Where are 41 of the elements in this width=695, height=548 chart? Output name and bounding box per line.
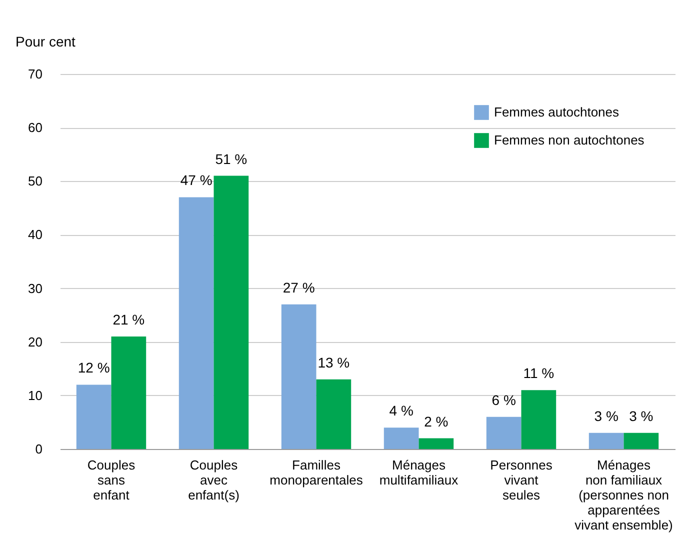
y-axis-title: Pour cent (16, 34, 76, 50)
y-tick-label: 30 (28, 280, 42, 296)
bar (76, 384, 112, 449)
bar (624, 432, 659, 449)
data-label: 51 % (215, 150, 248, 167)
y-tick-label: 20 (28, 334, 42, 350)
data-label: 11 % (523, 365, 554, 382)
x-tick-label: Familles monoparentales (270, 458, 364, 488)
bar (521, 390, 556, 449)
bar (316, 379, 352, 449)
x-tick-label: Ménages multifamiliaux (379, 458, 459, 488)
bar (178, 197, 214, 449)
y-tick-label: 60 (28, 120, 42, 136)
data-label: 2 % (424, 413, 448, 430)
bar (588, 432, 624, 449)
data-label: 27 % (282, 279, 315, 296)
x-tick-label: Couples avec enfant(s) (188, 458, 240, 502)
bar (486, 416, 522, 449)
bar (214, 176, 249, 449)
data-label: 4 % (389, 402, 414, 419)
x-tick-label: Personnes vivant seules (490, 458, 553, 502)
bar (418, 438, 454, 449)
x-tick-label: Couples sans enfant (87, 458, 136, 502)
bar (384, 428, 419, 449)
y-tick-label: 40 (28, 227, 42, 242)
bar (281, 304, 316, 449)
data-label: 21 % (112, 312, 145, 328)
y-tick-label: 0 (35, 442, 42, 456)
y-tick-label: 10 (28, 388, 42, 403)
x-tick-label: Ménages non familiaux (personnes non apparentées vivant ensemble) (574, 458, 673, 532)
y-tick-label: 70 (28, 66, 42, 82)
bar (111, 336, 146, 449)
legend-label: Femmes non autochtones (494, 132, 645, 148)
data-label: 13 % (318, 354, 350, 370)
legend-label: Femmes autochtones (494, 104, 620, 120)
data-label: 6 % (492, 392, 516, 408)
data-label: 3 % (629, 408, 654, 424)
y-tick-label: 50 (28, 174, 42, 189)
data-label: 47 % (180, 172, 212, 188)
data-label: 12 % (78, 360, 110, 376)
data-label: 3 % (594, 408, 618, 424)
